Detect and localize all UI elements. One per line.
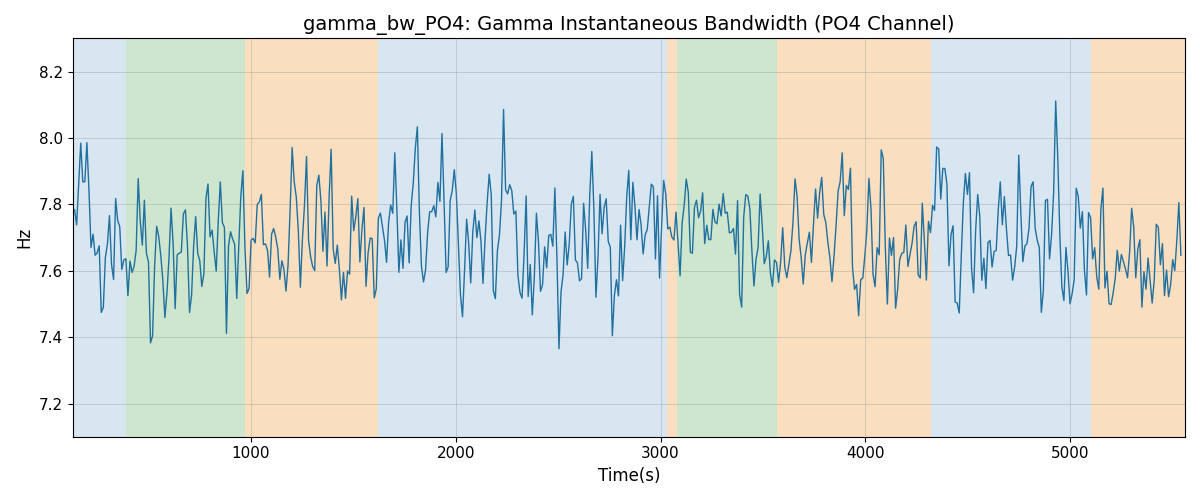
- Bar: [1091, 38, 1186, 436]
- Y-axis label: Hz: Hz: [14, 227, 32, 248]
- Bar: [126, 38, 245, 436]
- Bar: [778, 38, 931, 436]
- Bar: [378, 38, 667, 436]
- Bar: [931, 38, 1091, 436]
- Bar: [72, 38, 126, 436]
- X-axis label: Time(s): Time(s): [598, 467, 660, 485]
- Bar: [245, 38, 378, 436]
- Title: gamma_bw_PO4: Gamma Instantaneous Bandwidth (PO4 Channel): gamma_bw_PO4: Gamma Instantaneous Bandwi…: [304, 15, 954, 35]
- Bar: [667, 38, 677, 436]
- Bar: [677, 38, 778, 436]
